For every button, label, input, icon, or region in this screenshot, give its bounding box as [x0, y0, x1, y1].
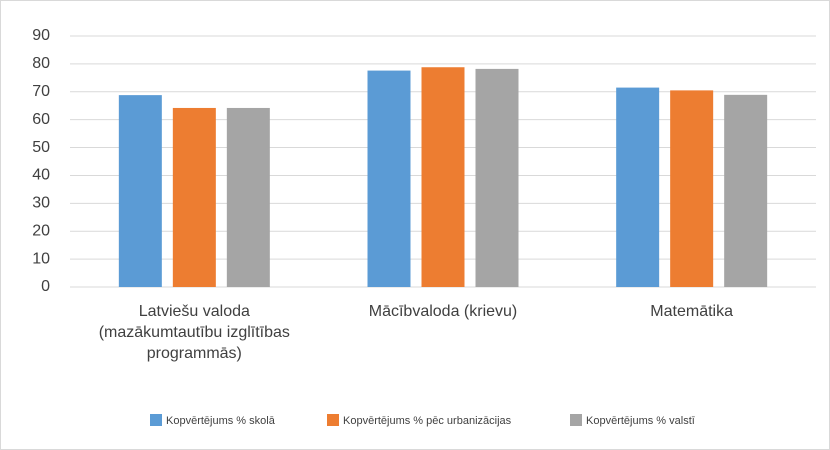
bar: [421, 67, 465, 287]
y-tick-label: 20: [32, 222, 50, 239]
y-tick-label: 60: [32, 111, 50, 128]
legend-label: Kopvērtējums % pēc urbanizācijas: [343, 415, 512, 427]
x-tick-label: Latviešu valoda (mazākumtautību izglītīb…: [98, 303, 290, 362]
bar: [475, 68, 519, 287]
y-tick-label: 70: [32, 83, 50, 100]
legend-marker: [570, 414, 582, 426]
y-tick-label: 0: [41, 278, 50, 295]
bar: [367, 70, 411, 288]
bar: [616, 87, 660, 287]
y-tick-label: 80: [32, 55, 50, 72]
legend-marker: [150, 414, 162, 426]
y-tick-label: 10: [32, 250, 50, 267]
bar: [724, 94, 768, 288]
legend-label: Kopvērtējums % skolā: [166, 415, 276, 427]
bar: [226, 107, 270, 287]
y-tick-label: 40: [32, 167, 50, 184]
y-tick-label: 50: [32, 139, 50, 156]
x-tick-label: Matemātika: [650, 303, 733, 320]
legend-marker: [327, 414, 339, 426]
legend-label: Kopvērtējums % valstī: [586, 415, 696, 427]
bar: [118, 95, 162, 287]
y-tick-label: 30: [32, 195, 50, 212]
y-tick-label: 90: [32, 27, 50, 44]
x-tick-label: Mācībvaloda (krievu): [368, 303, 518, 320]
bar: [172, 107, 216, 287]
bar: [670, 90, 714, 287]
